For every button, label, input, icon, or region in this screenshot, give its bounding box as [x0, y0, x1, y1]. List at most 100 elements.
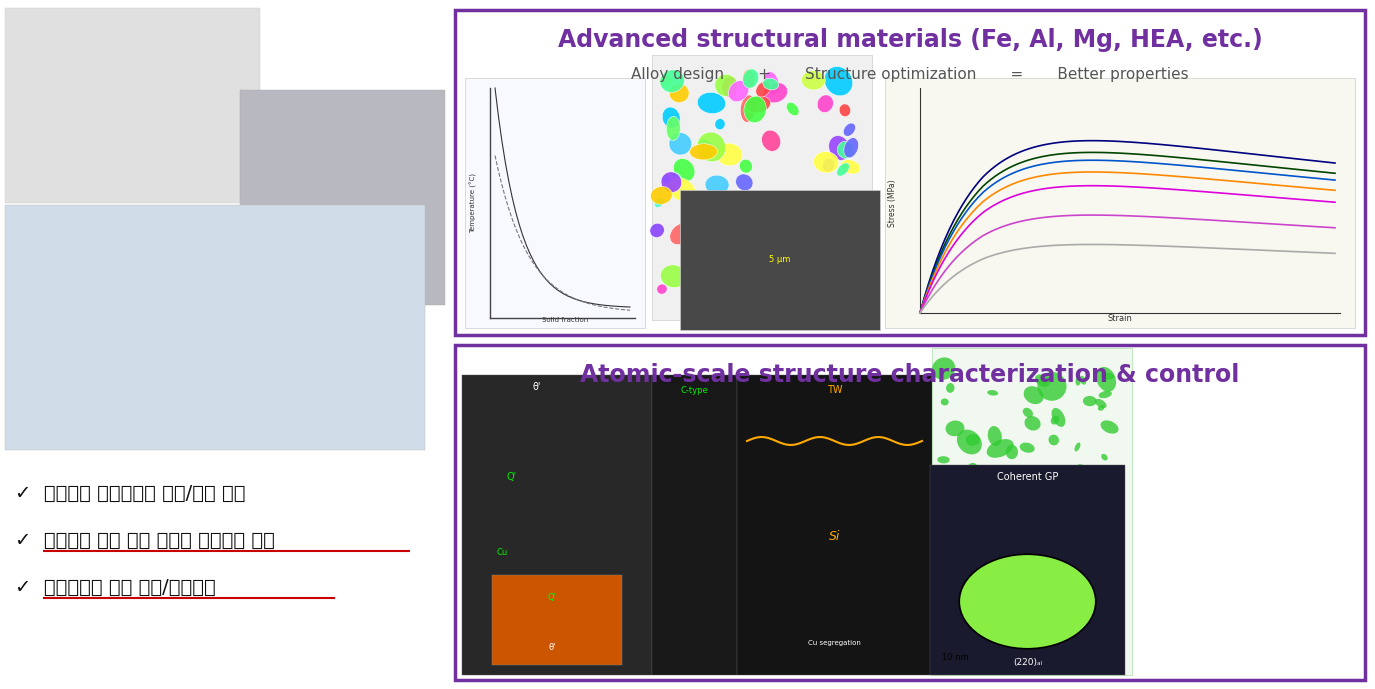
Ellipse shape: [932, 358, 956, 380]
Ellipse shape: [1079, 376, 1086, 384]
Ellipse shape: [670, 223, 690, 245]
Ellipse shape: [1074, 464, 1088, 477]
Bar: [652, 375, 737, 675]
Ellipse shape: [813, 265, 826, 282]
Ellipse shape: [843, 123, 855, 136]
Text: Advanced structural materials (Fe, Al, Mg, HEA, etc.): Advanced structural materials (Fe, Al, M…: [558, 28, 1262, 52]
Ellipse shape: [1001, 579, 1015, 591]
Text: (220)ₐₗ: (220)ₐₗ: [1013, 658, 1042, 667]
Bar: [455, 10, 1365, 335]
Ellipse shape: [822, 158, 835, 172]
Ellipse shape: [983, 652, 994, 665]
Ellipse shape: [974, 646, 987, 656]
Text: 5 μm: 5 μm: [769, 256, 791, 265]
Ellipse shape: [998, 516, 1011, 527]
Ellipse shape: [1023, 386, 1044, 404]
Bar: [737, 375, 932, 675]
Ellipse shape: [839, 238, 855, 255]
Text: Cu: Cu: [496, 548, 507, 557]
Ellipse shape: [711, 267, 734, 294]
Ellipse shape: [1034, 624, 1053, 642]
Ellipse shape: [660, 70, 685, 92]
Ellipse shape: [763, 83, 788, 103]
Ellipse shape: [663, 107, 681, 128]
Bar: [492, 575, 622, 665]
Ellipse shape: [660, 265, 686, 287]
Ellipse shape: [976, 610, 989, 623]
Ellipse shape: [773, 260, 792, 286]
Text: C-type: C-type: [681, 386, 708, 395]
Ellipse shape: [1002, 633, 1011, 648]
Ellipse shape: [697, 92, 726, 114]
Ellipse shape: [826, 203, 842, 218]
Ellipse shape: [1068, 496, 1086, 513]
Text: Q': Q': [507, 472, 517, 482]
Ellipse shape: [1101, 454, 1108, 460]
Ellipse shape: [773, 294, 795, 313]
Ellipse shape: [650, 223, 664, 238]
Ellipse shape: [791, 244, 804, 251]
Text: Q': Q': [547, 593, 557, 602]
Ellipse shape: [722, 76, 738, 97]
Ellipse shape: [971, 515, 980, 522]
Ellipse shape: [747, 295, 763, 311]
Ellipse shape: [742, 69, 755, 89]
Ellipse shape: [983, 595, 997, 610]
Ellipse shape: [975, 520, 989, 531]
Text: TW: TW: [826, 385, 843, 395]
Ellipse shape: [1089, 593, 1104, 610]
Ellipse shape: [670, 83, 689, 103]
Ellipse shape: [688, 288, 703, 308]
Ellipse shape: [694, 219, 703, 229]
Ellipse shape: [1084, 396, 1097, 407]
Ellipse shape: [989, 515, 1001, 531]
Bar: [6, 205, 425, 450]
Ellipse shape: [705, 175, 729, 194]
Text: ✓  고강도용 금속재료의 합금/공정 설계: ✓ 고강도용 금속재료의 합금/공정 설계: [15, 484, 246, 502]
Text: Alloy design       +       Structure optimization       =       Better propertie: Alloy design + Structure optimization = …: [631, 68, 1189, 83]
Ellipse shape: [674, 158, 694, 181]
Ellipse shape: [763, 79, 778, 90]
Ellipse shape: [941, 497, 952, 511]
Ellipse shape: [936, 531, 950, 539]
Ellipse shape: [1094, 399, 1107, 408]
Ellipse shape: [946, 383, 954, 393]
Ellipse shape: [943, 572, 949, 586]
Ellipse shape: [840, 160, 861, 174]
Ellipse shape: [744, 96, 766, 123]
Ellipse shape: [741, 95, 756, 122]
Ellipse shape: [670, 172, 681, 181]
Ellipse shape: [957, 429, 982, 454]
Ellipse shape: [1090, 502, 1097, 507]
Ellipse shape: [1005, 444, 1018, 459]
Ellipse shape: [844, 138, 858, 158]
Ellipse shape: [681, 204, 710, 229]
Ellipse shape: [747, 254, 780, 287]
Ellipse shape: [953, 539, 961, 546]
Ellipse shape: [742, 237, 773, 268]
Ellipse shape: [1100, 420, 1118, 433]
Ellipse shape: [987, 390, 998, 395]
Ellipse shape: [1019, 638, 1045, 656]
Ellipse shape: [1050, 415, 1059, 424]
Ellipse shape: [1097, 405, 1104, 411]
Ellipse shape: [1024, 416, 1041, 431]
Ellipse shape: [814, 152, 839, 173]
Ellipse shape: [1023, 408, 1033, 418]
Ellipse shape: [829, 286, 844, 302]
Ellipse shape: [993, 535, 1011, 562]
Ellipse shape: [837, 163, 850, 176]
Ellipse shape: [965, 434, 980, 446]
Ellipse shape: [1038, 554, 1050, 566]
Ellipse shape: [991, 637, 1005, 648]
Ellipse shape: [661, 172, 682, 192]
Ellipse shape: [715, 74, 737, 96]
Ellipse shape: [1046, 544, 1062, 556]
Ellipse shape: [817, 95, 833, 112]
Ellipse shape: [661, 175, 671, 183]
Ellipse shape: [1077, 645, 1082, 648]
Ellipse shape: [1020, 442, 1035, 453]
Ellipse shape: [808, 298, 835, 321]
Text: Temperature (°C): Temperature (°C): [469, 173, 477, 233]
Ellipse shape: [1055, 621, 1079, 635]
